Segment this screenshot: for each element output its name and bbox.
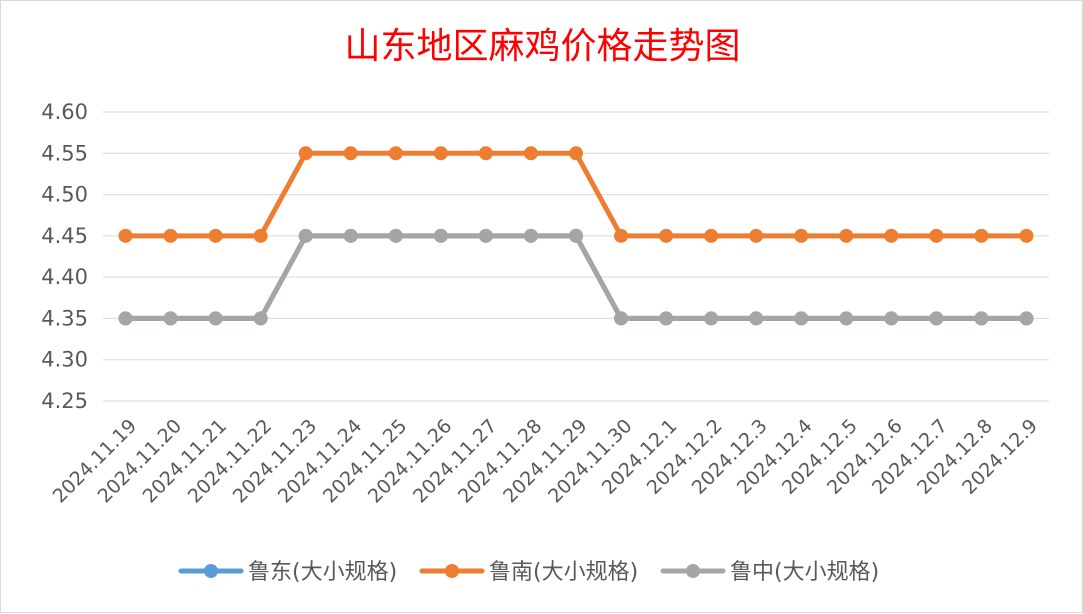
y-axis-ticks: 4.25 4.30 4.35 4.40 4.45 4.50 4.55 4.60 <box>41 100 88 413</box>
series-2-point-19 <box>974 311 989 326</box>
y-tick-label-4.35: 4.35 <box>41 306 88 330</box>
series-2-point-13 <box>704 311 719 326</box>
series-1-point-15 <box>794 228 809 243</box>
series-2-point-6 <box>388 228 403 243</box>
series-2-point-7 <box>433 228 448 243</box>
series-2-point-18 <box>929 311 944 326</box>
x-axis-ticks: 2024.11.192024.11.202024.11.212024.11.22… <box>49 415 1042 507</box>
series-1-point-3 <box>253 228 268 243</box>
y-tick-label-4.30: 4.30 <box>41 348 88 372</box>
y-tick-label-4.55: 4.55 <box>41 141 88 165</box>
series-1-point-7 <box>433 146 448 161</box>
series-1-point-20 <box>1019 228 1034 243</box>
series-1-point-12 <box>659 228 674 243</box>
legend-swatch-marker-1 <box>445 564 459 578</box>
legend-label-0: 鲁东(大小规格) <box>248 560 397 585</box>
series-1-point-16 <box>839 228 854 243</box>
legend-swatch-marker-0 <box>204 564 218 578</box>
series-2-point-20 <box>1019 311 1034 326</box>
series-1-point-5 <box>343 146 358 161</box>
series-1-point-14 <box>749 228 764 243</box>
series-1-point-1 <box>163 228 178 243</box>
series-2 <box>118 228 1034 326</box>
legend-label-2: 鲁中(大小规格) <box>730 560 879 585</box>
series-1-point-8 <box>478 146 493 161</box>
series-1-point-10 <box>569 146 583 161</box>
series-2-point-14 <box>749 311 764 326</box>
y-tick-label-4.50: 4.50 <box>41 183 88 207</box>
series-1-point-0 <box>118 228 133 243</box>
legend: 鲁东(大小规格) 鲁南(大小规格) 鲁中(大小规格) <box>178 560 879 585</box>
series-1-point-4 <box>298 146 313 161</box>
series-2-point-5 <box>343 228 358 243</box>
series-2-point-9 <box>523 228 538 243</box>
series-2-point-1 <box>163 311 178 326</box>
series-1-point-2 <box>208 228 223 243</box>
series-1-point-19 <box>974 228 989 243</box>
y-tick-label-4.25: 4.25 <box>41 389 88 413</box>
series-1-point-17 <box>884 228 899 243</box>
series-layer <box>118 146 1034 326</box>
series-2-point-16 <box>839 311 854 326</box>
series-2-point-4 <box>298 228 313 243</box>
series-2-point-8 <box>478 228 493 243</box>
series-2-point-12 <box>659 311 674 326</box>
series-1-point-18 <box>929 228 944 243</box>
y-tick-label-4.45: 4.45 <box>41 224 88 248</box>
y-tick-label-4.40: 4.40 <box>41 265 88 289</box>
series-1-point-13 <box>704 228 719 243</box>
chart-title: 山东地区麻鸡价格走势图 <box>344 26 741 67</box>
series-2-point-2 <box>208 311 223 326</box>
y-tick-label-4.60: 4.60 <box>41 100 88 124</box>
legend-label-1: 鲁南(大小规格) <box>489 560 638 585</box>
series-2-point-11 <box>614 311 629 326</box>
series-1-point-9 <box>523 146 538 161</box>
series-2-point-15 <box>794 311 809 326</box>
legend-swatch-marker-2 <box>686 564 700 578</box>
legend-item-2: 鲁中(大小规格) <box>660 560 879 585</box>
series-1-point-6 <box>388 146 403 161</box>
series-2-point-10 <box>569 228 583 243</box>
series-2-point-0 <box>118 311 133 326</box>
legend-item-0: 鲁东(大小规格) <box>178 560 397 585</box>
series-2-point-17 <box>884 311 899 326</box>
legend-item-1: 鲁南(大小规格) <box>419 560 638 585</box>
series-1 <box>118 146 1034 243</box>
series-2-point-3 <box>253 311 268 326</box>
series-1-point-11 <box>614 228 629 243</box>
